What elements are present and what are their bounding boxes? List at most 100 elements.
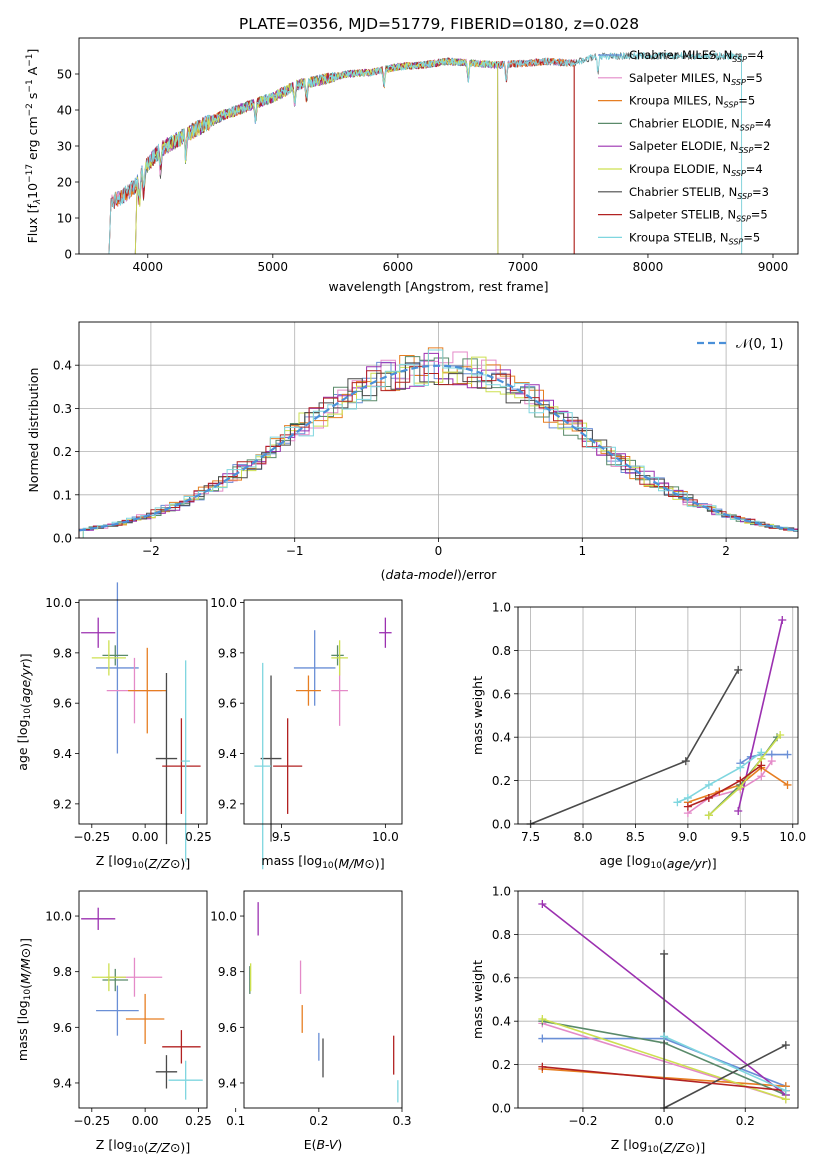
x-tick-label: 0.2 xyxy=(309,1114,328,1128)
y-tick-label: 0.6 xyxy=(492,971,511,985)
spectrum-line-kroupa-miles xyxy=(108,58,575,255)
legend-entry: Salpeter MILES, NSSP=5 xyxy=(629,71,763,87)
age_vs_Z-xlabel: Z [log10(Z/Z⊙)] xyxy=(96,853,190,871)
errorbar-point xyxy=(81,907,116,930)
x-tick-label: 0.00 xyxy=(132,1114,159,1128)
residuals-axes: −2 −1 0 1 2 0.0 0.1 0.2 0.3 0.4 𝒩(0, 1) (data-model… xyxy=(26,321,799,582)
y-tick-label: 0.8 xyxy=(492,644,511,658)
y-tick-label: 10.0 xyxy=(45,910,72,924)
y-tick-label: 10.0 xyxy=(210,596,237,610)
mass_vs_Z-axes: −0.25 0.00 0.25 9.4 9.6 9.8 10.0 Z [log10(Z/Z⊙)… xyxy=(15,890,212,1155)
axes-frame xyxy=(78,599,208,825)
axes-frame xyxy=(243,890,403,1109)
errorbar-point xyxy=(260,675,282,842)
y-tick-label: 0.6 xyxy=(492,687,511,701)
weight-marker xyxy=(757,748,766,757)
y-tick-label: 40 xyxy=(57,104,72,118)
y-tick-label: 1.0 xyxy=(492,885,511,899)
weight-marker xyxy=(778,616,787,625)
y-tick-label: 0.8 xyxy=(492,928,511,942)
errorbar-point xyxy=(162,718,201,814)
y-tick-label: 9.2 xyxy=(53,797,72,811)
weight-line xyxy=(708,736,778,816)
errorbar-point xyxy=(155,1055,178,1089)
weight-marker xyxy=(736,776,745,785)
weight-marker xyxy=(683,793,692,802)
figure-title: PLATE=0356, MJD=51779, FIBERID=0180, z=0… xyxy=(239,15,639,33)
weight-marker xyxy=(776,731,785,740)
spectrum-line-chabrier-miles xyxy=(108,57,575,255)
errorbar-point xyxy=(128,647,167,734)
x-tick-label: 0.3 xyxy=(392,1114,411,1128)
x-tick-label: 2 xyxy=(722,544,730,558)
weight-line xyxy=(687,764,762,808)
x-tick-label: 0.00 xyxy=(132,830,159,844)
axes-frame xyxy=(517,606,799,825)
y-tick-label: 9.8 xyxy=(218,646,237,660)
mass_vs_ebv-xlabel: E(B-V) xyxy=(304,1137,343,1152)
mass_weight_vs_Z-axes: −0.2 0.0 0.2 0.0 0.2 0.4 0.6 0.8 1.0 Z [log10(Z/Z… xyxy=(470,885,799,1155)
weight-marker xyxy=(681,757,690,766)
legend-entry: Kroupa MILES, NSSP=5 xyxy=(629,94,755,110)
y-tick-label: 0.0 xyxy=(492,1102,511,1116)
errorbar-point xyxy=(254,662,272,870)
errorbar-point xyxy=(295,675,321,706)
spectrum-line-salpeter-stelib xyxy=(108,57,575,255)
y-tick-label: 9.8 xyxy=(53,965,72,979)
x-tick-label: 9.0 xyxy=(678,830,697,844)
x-tick-label: 6000 xyxy=(383,260,414,274)
mass_vs_ebv-axes: 0.1 0.2 0.3 9.4 9.6 9.8 10.0 E(B-V) xyxy=(210,890,412,1152)
x-tick-label: 10.0 xyxy=(372,830,399,844)
y-tick-label: 0.1 xyxy=(53,488,72,502)
weight-marker xyxy=(781,1086,790,1095)
weight-marker xyxy=(783,780,792,789)
y-tick-label: 9.6 xyxy=(218,1021,237,1035)
y-tick-label: 9.4 xyxy=(53,747,72,761)
weight-series-kroupa-stelib xyxy=(673,748,766,807)
y-tick-label: 10 xyxy=(57,212,72,226)
spectrum-line-kroupa-elodie xyxy=(134,58,499,255)
legend-entry: 𝒩(0, 1) xyxy=(736,337,783,352)
x-tick-label: 5000 xyxy=(258,260,289,274)
weight-marker xyxy=(736,763,745,772)
legend-entry: Kroupa ELODIE, NSSP=4 xyxy=(629,162,763,178)
weight-marker xyxy=(734,806,743,815)
weight-marker xyxy=(781,1095,790,1104)
x-tick-label: 0.2 xyxy=(736,1114,755,1128)
spectrum-axes: 4000 5000 6000 7000 8000 9000 0 10 20 30 40 50 wavel… xyxy=(25,37,799,294)
histogram-kroupa-stelib xyxy=(82,349,798,538)
weight-marker xyxy=(538,1015,547,1024)
weight-marker xyxy=(767,757,776,766)
x-tick-label: 8000 xyxy=(633,260,664,274)
y-tick-label: 0.4 xyxy=(53,359,72,373)
x-tick-label: 0.25 xyxy=(185,1114,212,1128)
weight-series-chabrier-elodie xyxy=(704,733,782,820)
axes-frame xyxy=(517,890,799,1109)
y-tick-label: 10.0 xyxy=(45,596,72,610)
age_vs_mass-xlabel: mass [log10(M/M⊙)] xyxy=(261,853,384,871)
y-tick-label: 9.6 xyxy=(53,1021,72,1035)
x-tick-label: −0.25 xyxy=(73,1114,110,1128)
legend-entry: Chabrier STELIB, NSSP=3 xyxy=(629,185,769,201)
x-tick-label: −0.25 xyxy=(73,830,110,844)
weight-marker xyxy=(757,772,766,781)
legend-entry: Chabrier MILES, NSSP=4 xyxy=(629,48,764,64)
weight-line xyxy=(663,1035,787,1092)
x-tick-label: −0.2 xyxy=(568,1114,597,1128)
x-tick-label: 0.1 xyxy=(226,1114,245,1128)
x-tick-label: 9000 xyxy=(758,260,789,274)
y-tick-label: 9.4 xyxy=(218,747,237,761)
y-tick-label: 9.6 xyxy=(218,697,237,711)
errorbar-point xyxy=(81,617,116,648)
axes-frame xyxy=(78,37,799,255)
weight-series-kroupa-stelib xyxy=(660,1032,790,1095)
weight-marker xyxy=(781,1041,790,1050)
y-tick-label: 0.3 xyxy=(53,402,72,416)
x-tick-label: 0 xyxy=(435,544,443,558)
weight-marker xyxy=(704,793,713,802)
weight-series-salpeter-stelib xyxy=(683,761,766,811)
y-tick-label: 0 xyxy=(64,248,72,262)
y-tick-label: 9.8 xyxy=(218,965,237,979)
y-tick-label: 0.2 xyxy=(492,1058,511,1072)
